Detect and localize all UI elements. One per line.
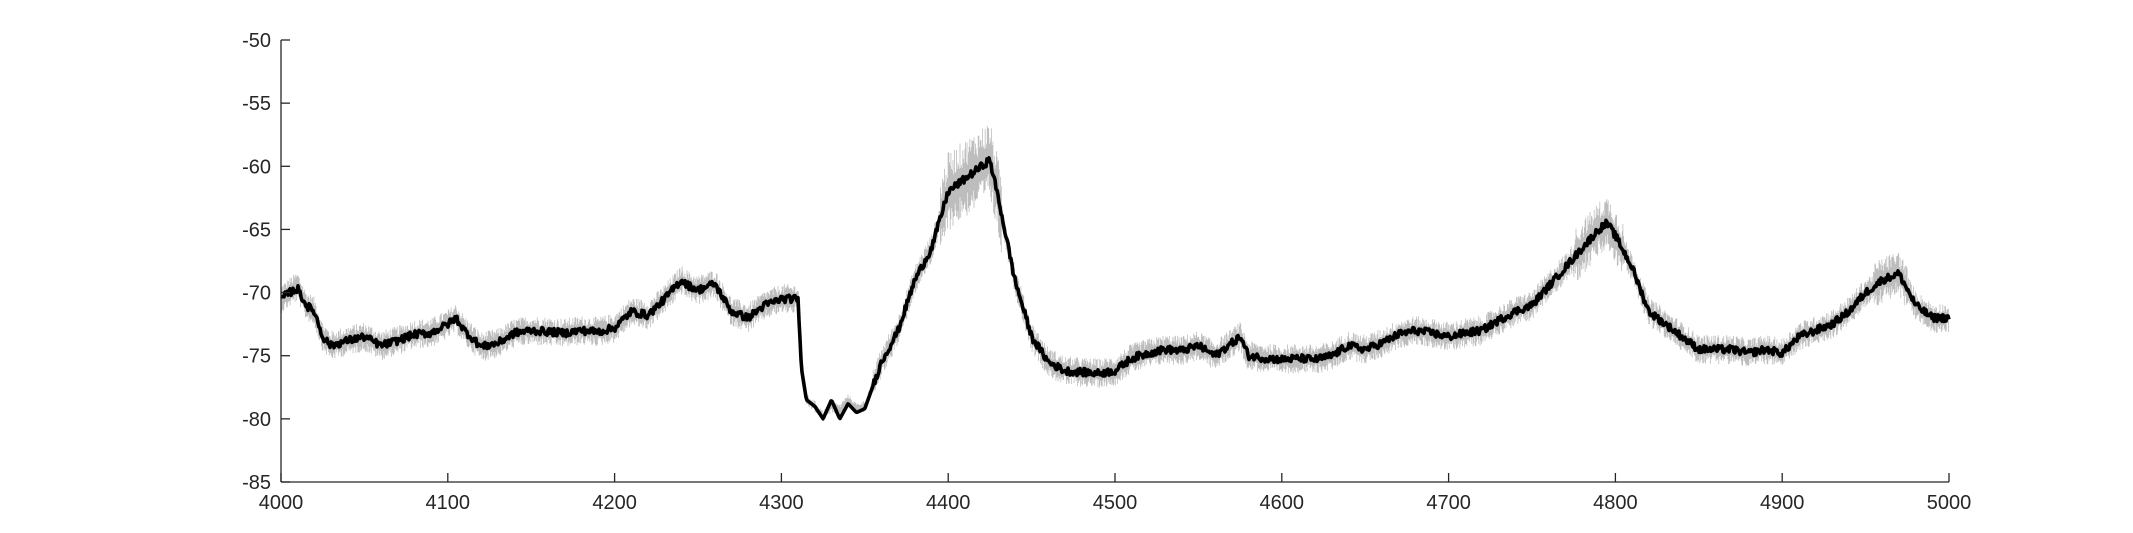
y-tick-label: -80 xyxy=(242,409,271,431)
y-tick-label: -50 xyxy=(242,30,271,52)
raw-signal-band xyxy=(280,125,1949,422)
x-tick-label: 4800 xyxy=(1593,492,1638,514)
x-tick-label: 4600 xyxy=(1260,492,1305,514)
x-tick-label: 4100 xyxy=(426,492,471,514)
y-tick-label: -60 xyxy=(242,156,271,178)
x-tick-label: 4300 xyxy=(759,492,804,514)
y-tick-label: -85 xyxy=(242,472,271,494)
x-axis-ticks: 4000 4100 4200 4300 4400 4500 4600 4700 4800 4900… xyxy=(259,473,1972,514)
y-axis-ticks: -50 -55 -60 -65 -70 -75 -80 -85 xyxy=(242,30,290,494)
x-tick-label: 4500 xyxy=(1093,492,1138,514)
x-tick-label: 4900 xyxy=(1760,492,1805,514)
y-tick-label: -75 xyxy=(242,346,271,368)
x-tick-label: 5000 xyxy=(1927,492,1972,514)
series-layer xyxy=(280,156,1951,421)
y-tick-label: -65 xyxy=(242,219,271,241)
x-tick-label: 4400 xyxy=(926,492,971,514)
y-tick-label: -55 xyxy=(242,93,271,115)
raw-signal-series xyxy=(280,125,1949,422)
smoothed-signal-series xyxy=(280,156,1951,421)
x-tick-label: 4200 xyxy=(592,492,637,514)
y-tick-label: -70 xyxy=(242,283,271,305)
x-tick-label: 4000 xyxy=(259,492,304,514)
x-tick-label: 4700 xyxy=(1426,492,1471,514)
